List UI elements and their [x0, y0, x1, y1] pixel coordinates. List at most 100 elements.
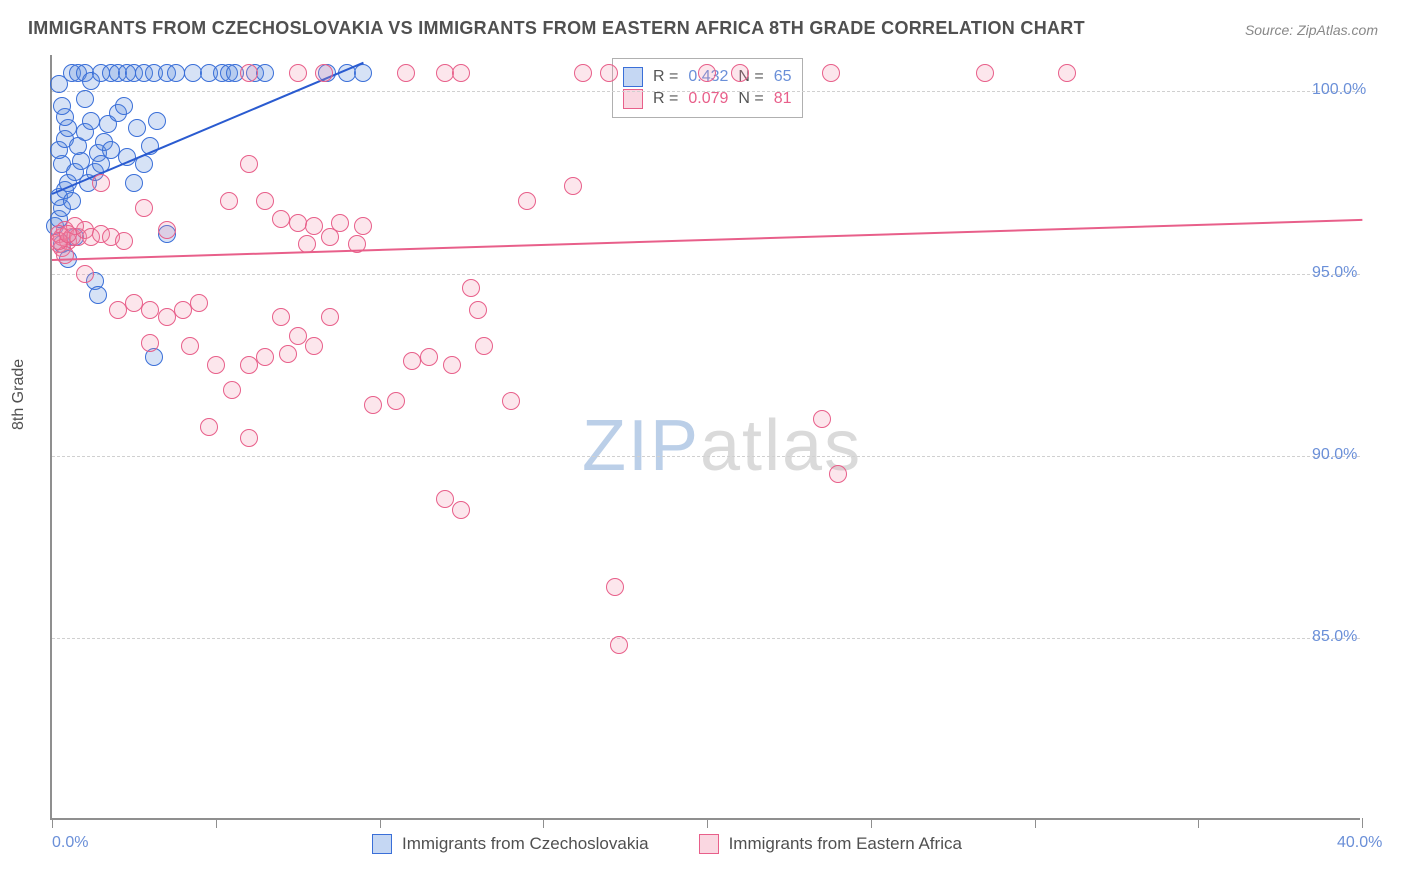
legend-r-value: 0.079	[688, 90, 728, 108]
data-point	[190, 294, 208, 312]
data-point	[200, 418, 218, 436]
watermark-zip: ZIP	[582, 406, 700, 486]
y-tick-label: 100.0%	[1312, 81, 1366, 99]
data-point	[59, 225, 77, 243]
data-point	[272, 308, 290, 326]
data-point	[76, 265, 94, 283]
data-point	[289, 327, 307, 345]
legend-label: Immigrants from Czechoslovakia	[402, 834, 649, 854]
data-point	[220, 192, 238, 210]
x-tick	[707, 818, 708, 828]
x-tick	[1362, 818, 1363, 828]
data-point	[158, 308, 176, 326]
x-tick	[1198, 818, 1199, 828]
data-point	[564, 177, 582, 195]
data-point	[109, 301, 127, 319]
data-point	[354, 64, 372, 82]
data-point	[63, 192, 81, 210]
data-point	[240, 356, 258, 374]
data-point	[272, 210, 290, 228]
data-point	[135, 199, 153, 217]
legend-r-label: R =	[653, 90, 678, 108]
data-point	[92, 174, 110, 192]
gridline	[52, 456, 1360, 457]
data-point	[102, 141, 120, 159]
data-point	[141, 334, 159, 352]
data-point	[610, 636, 628, 654]
data-point	[181, 337, 199, 355]
data-point	[207, 356, 225, 374]
x-tick	[1035, 818, 1036, 828]
y-tick-label: 95.0%	[1312, 264, 1357, 282]
data-point	[125, 294, 143, 312]
legend-item: Immigrants from Eastern Africa	[699, 834, 962, 854]
data-point	[289, 214, 307, 232]
data-point	[240, 64, 258, 82]
trend-line	[52, 219, 1362, 261]
data-point	[167, 64, 185, 82]
x-tick	[380, 818, 381, 828]
data-point	[305, 217, 323, 235]
data-point	[436, 490, 454, 508]
chart-title: IMMIGRANTS FROM CZECHOSLOVAKIA VS IMMIGR…	[28, 18, 1085, 39]
data-point	[223, 381, 241, 399]
data-point	[397, 64, 415, 82]
data-point	[698, 64, 716, 82]
data-point	[600, 64, 618, 82]
x-tick	[871, 818, 872, 828]
data-point	[240, 155, 258, 173]
y-axis-label: 8th Grade	[10, 359, 28, 430]
data-point	[1058, 64, 1076, 82]
x-tick-label: 40.0%	[1337, 834, 1382, 852]
data-point	[976, 64, 994, 82]
plot-area: ZIPatlas R =0.432N =65R =0.079N =81 Immi…	[50, 55, 1360, 820]
data-point	[731, 64, 749, 82]
data-point	[125, 174, 143, 192]
data-point	[184, 64, 202, 82]
gridline	[52, 274, 1360, 275]
data-point	[174, 301, 192, 319]
series-legend: Immigrants from Czechoslovakia Immigrants…	[372, 834, 962, 854]
data-point	[829, 465, 847, 483]
data-point	[436, 64, 454, 82]
gridline	[52, 91, 1360, 92]
legend-r-label: R =	[653, 68, 678, 86]
data-point	[148, 112, 166, 130]
data-point	[315, 64, 333, 82]
x-tick	[543, 818, 544, 828]
source-attribution: Source: ZipAtlas.com	[1245, 22, 1378, 38]
data-point	[813, 410, 831, 428]
data-point	[279, 345, 297, 363]
data-point	[53, 97, 71, 115]
data-point	[822, 64, 840, 82]
data-point	[305, 337, 323, 355]
data-point	[606, 578, 624, 596]
legend-item: Immigrants from Czechoslovakia	[372, 834, 649, 854]
gridline	[52, 638, 1360, 639]
legend-swatch	[623, 67, 643, 87]
legend-swatch	[372, 834, 392, 854]
data-point	[256, 192, 274, 210]
data-point	[240, 429, 258, 447]
data-point	[574, 64, 592, 82]
data-point	[128, 119, 146, 137]
data-point	[420, 348, 438, 366]
data-point	[89, 286, 107, 304]
data-point	[115, 232, 133, 250]
data-point	[82, 112, 100, 130]
x-tick-label: 0.0%	[52, 834, 88, 852]
data-point	[462, 279, 480, 297]
legend-label: Immigrants from Eastern Africa	[729, 834, 962, 854]
x-tick	[216, 818, 217, 828]
data-point	[331, 214, 349, 232]
data-point	[403, 352, 421, 370]
data-point	[158, 221, 176, 239]
legend-swatch	[699, 834, 719, 854]
data-point	[502, 392, 520, 410]
legend-n-value: 65	[774, 68, 792, 86]
data-point	[469, 301, 487, 319]
data-point	[354, 217, 372, 235]
x-tick	[52, 818, 53, 828]
y-tick-label: 85.0%	[1312, 628, 1357, 646]
data-point	[321, 308, 339, 326]
